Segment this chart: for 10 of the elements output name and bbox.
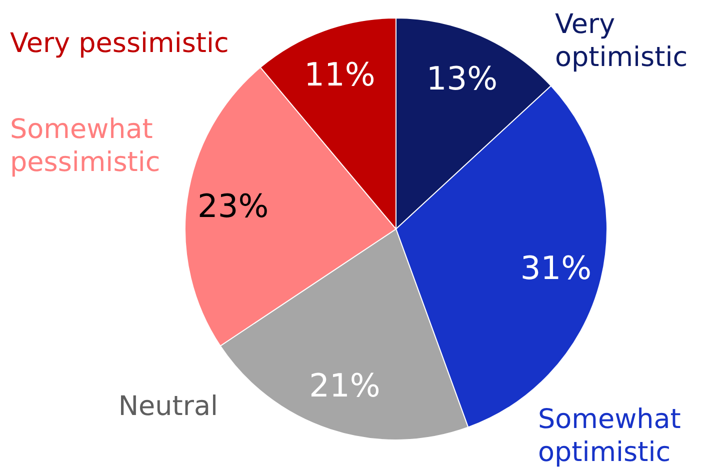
slice-label: Very optimistic [555,9,688,73]
data-label: 11% [304,56,376,94]
slice-label: Very pessimistic [10,28,229,59]
data-label: 23% [198,186,269,225]
data-label: 13% [426,59,498,98]
data-label: 31% [520,249,592,287]
slice-label: Somewhat pessimistic [10,114,160,178]
slice-label: Somewhat optimistic [538,404,681,468]
data-label: 21% [309,366,380,405]
slice-label: Neutral [118,391,218,422]
